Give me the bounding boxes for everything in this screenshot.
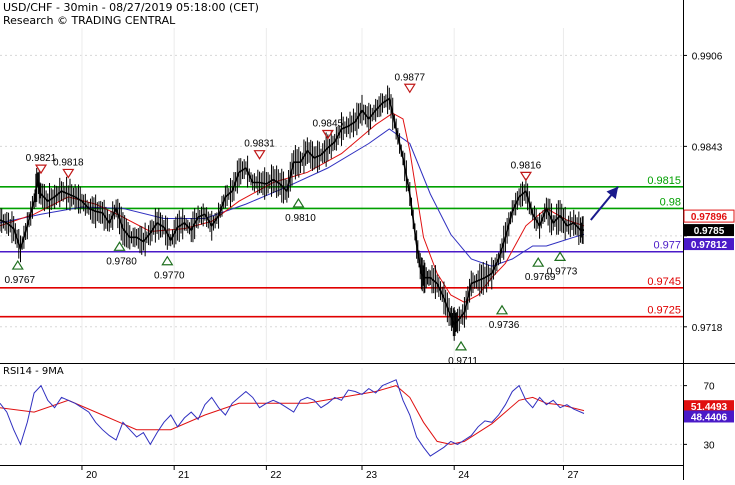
marker-label: 0.9769 <box>525 272 556 283</box>
marker-label: 0.9816 <box>511 160 542 171</box>
last-value-badge <box>684 238 734 251</box>
chart-credit: Research © TRADING CENTRAL <box>3 14 176 27</box>
grid-layer <box>0 28 683 462</box>
rsi-last-value-label: 51.4493 <box>691 402 728 413</box>
support-triangle-marker <box>495 304 509 315</box>
level-label-support: 0.9745 <box>647 276 681 288</box>
marker-label: 0.9711 <box>448 356 478 367</box>
support-triangle-marker <box>113 241 126 251</box>
support-triangle-marker <box>292 197 305 208</box>
axis-layer: 0.9718 0.9843 0.9906 30 70 20 21 22 23 24 27 0.9789… <box>81 51 735 481</box>
marker-label: 0.9736 <box>489 320 520 331</box>
resistance-triangle-marker <box>403 83 416 94</box>
price-layer <box>0 85 584 341</box>
marker-label: 0.9818 <box>53 157 84 168</box>
x-tick-label: 24 <box>458 470 470 480</box>
y-tick-label: 0.9718 <box>692 323 723 334</box>
marker-label: 0.9831 <box>244 139 275 150</box>
rsi-y-tick-label: 70 <box>703 382 715 393</box>
x-tick-label: 27 <box>567 470 579 480</box>
rsi-last-value-label: 48.4406 <box>691 412 728 423</box>
rsi-panel-title: RSI14 - 9MA <box>3 366 64 377</box>
level-label-pivot: 0.977 <box>653 240 681 252</box>
rsi-y-tick-label: 30 <box>703 440 715 451</box>
chart-title: USD/CHF - 30min - 08/27/2019 05:18:00 (C… <box>3 1 259 14</box>
level-label-support: 0.9725 <box>647 305 681 317</box>
marker-label: 0.9780 <box>106 256 137 267</box>
resistance-triangle-marker <box>62 168 75 179</box>
marker-label: 0.9773 <box>547 266 578 277</box>
marker-label: 0.9845 <box>313 118 344 129</box>
resistance-triangle-marker <box>321 129 334 140</box>
level-label-resistance: 0.9815 <box>647 175 681 187</box>
support-triangle-marker <box>11 259 24 270</box>
marker-label: 0.9810 <box>285 213 316 224</box>
forecast-arrow-head <box>606 186 619 200</box>
x-tick-label: 22 <box>270 470 282 480</box>
marker-label: 0.9821 <box>26 153 57 164</box>
support-triangle-marker <box>532 257 545 267</box>
rsi-last-value-badge <box>684 400 734 413</box>
marker-label: 0.9877 <box>395 72 426 83</box>
last-value-label: 0.9785 <box>694 226 725 237</box>
y-tick-label: 0.9843 <box>692 142 723 153</box>
resistance-triangle-marker <box>34 164 48 175</box>
support-triangle-marker <box>454 340 468 351</box>
resistance-triangle-marker <box>253 150 266 160</box>
support-triangle-marker <box>161 255 174 266</box>
support-triangle-marker <box>553 251 567 262</box>
marker-label: 0.9767 <box>4 275 35 286</box>
rsi-ma-line <box>0 385 585 445</box>
resistance-triangle-marker <box>519 171 532 182</box>
last-value-badge <box>684 224 734 237</box>
last-value-badge <box>683 209 735 223</box>
x-tick-label: 20 <box>86 470 98 480</box>
y-tick-label: 0.9906 <box>692 51 723 62</box>
levels-layer: 0.9815 0.98 0.977 0.9745 0.9725 <box>0 175 683 318</box>
rsi-last-value-badge <box>684 410 734 423</box>
marker-label: 0.9770 <box>154 271 185 282</box>
last-value-label: 0.97812 <box>691 240 728 251</box>
last-value-label: 0.97896 <box>691 212 728 223</box>
x-tick-label: 23 <box>366 470 378 480</box>
rsi-line <box>0 379 585 457</box>
rsi-layer <box>0 379 585 457</box>
level-label-resistance: 0.98 <box>660 196 681 208</box>
x-tick-label: 21 <box>178 470 190 480</box>
